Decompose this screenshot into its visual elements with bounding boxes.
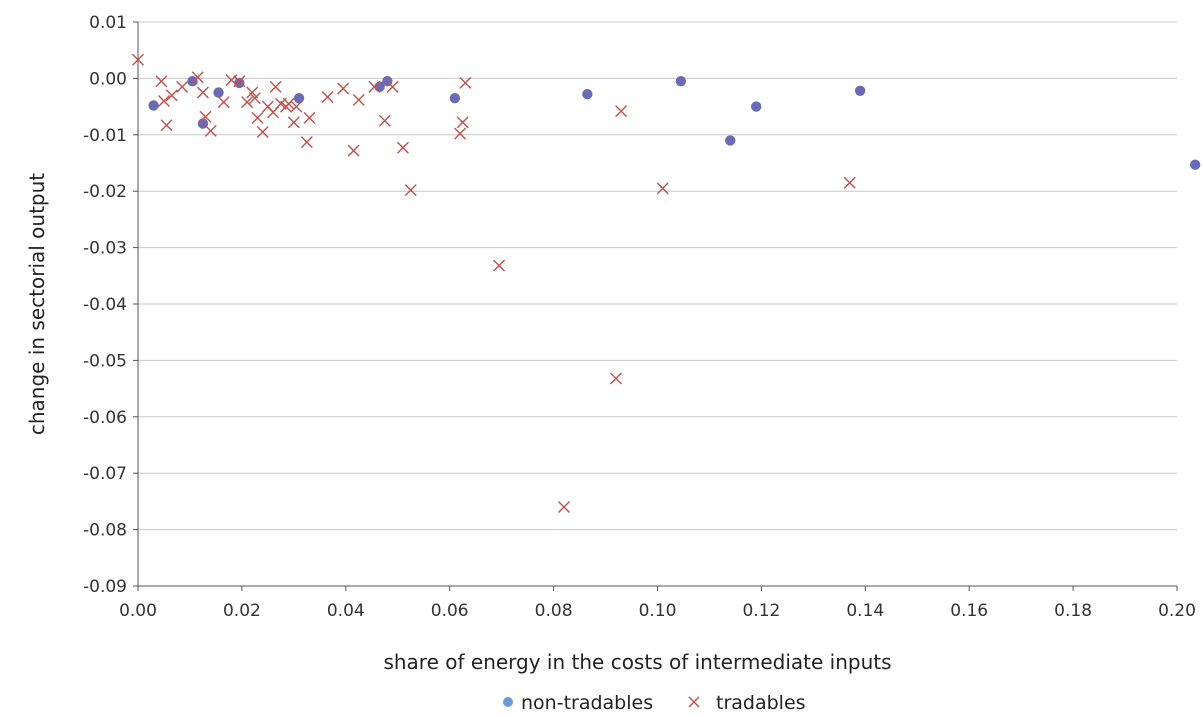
- point-non-tradables: [675, 76, 687, 87]
- legend-non-tradables-marker: [503, 697, 513, 707]
- point-tradables: [456, 116, 469, 129]
- point-tradables: [132, 53, 144, 66]
- y-tick-label: -0.05: [83, 351, 127, 371]
- point-non-tradables: [148, 100, 159, 111]
- point-non-tradables: [1189, 159, 1201, 170]
- point-non-tradables: [854, 85, 866, 97]
- y-tick-label: -0.03: [83, 239, 127, 259]
- y-tick-label: -0.09: [83, 577, 127, 597]
- point-non-tradables: [751, 101, 762, 112]
- y-tick-label: -0.07: [83, 464, 127, 484]
- point-tradables: [290, 100, 303, 113]
- gridlines: [138, 21, 1177, 531]
- point-tradables: [155, 75, 168, 88]
- point-tradables: [160, 119, 173, 132]
- point-non-tradables: [187, 76, 198, 87]
- point-tradables: [459, 76, 472, 89]
- point-tradables: [269, 80, 282, 93]
- point-tradables: [303, 111, 316, 124]
- point-tradables: [843, 176, 856, 189]
- point-tradables: [157, 94, 170, 107]
- point-non-tradables: [449, 92, 461, 104]
- y-tick-label: 0.00: [89, 69, 127, 89]
- point-tradables: [191, 71, 204, 84]
- legend-tradables-label: tradables: [716, 692, 806, 714]
- x-tick-label: 0.08: [535, 601, 573, 621]
- y-tick-label: -0.04: [83, 295, 127, 315]
- legend-tradables-marker: [688, 696, 700, 708]
- point-tradables: [347, 144, 360, 157]
- point-tradables: [256, 125, 269, 138]
- point-tradables: [282, 97, 295, 110]
- x-tick-label: 0.20: [1158, 601, 1196, 621]
- y-tick-label: -0.01: [83, 126, 127, 146]
- point-tradables: [352, 93, 365, 106]
- x-tick-label: 0.18: [1054, 601, 1092, 621]
- point-tradables: [378, 114, 391, 127]
- x-tick-label: 0.04: [327, 601, 365, 621]
- x-tick-label: 0.12: [742, 601, 780, 621]
- point-tradables: [300, 136, 313, 149]
- point-tradables: [204, 124, 217, 137]
- x-tick-label: 0.02: [223, 601, 261, 621]
- data-points: [132, 53, 1201, 514]
- y-tick-label: 0.01: [89, 13, 127, 33]
- point-tradables: [248, 92, 261, 105]
- point-tradables: [287, 116, 300, 129]
- y-tick-label: -0.06: [83, 408, 127, 428]
- point-tradables: [609, 372, 622, 385]
- point-tradables: [656, 182, 669, 195]
- x-tick-label: 0.06: [431, 601, 469, 621]
- y-axis-title: change in sectorial output: [25, 173, 49, 435]
- x-tick-label: 0.10: [639, 601, 677, 621]
- point-non-tradables: [582, 88, 593, 100]
- x-tick-label: 0.16: [950, 601, 988, 621]
- point-tradables: [368, 80, 381, 93]
- legend-non-tradables-label: non-tradables: [521, 692, 653, 714]
- y-tick-label: -0.02: [83, 182, 127, 202]
- legend: non-tradables tradables: [503, 692, 806, 714]
- point-tradables: [251, 111, 264, 124]
- axes: [133, 21, 1178, 591]
- point-tradables: [233, 75, 246, 88]
- point-tradables: [337, 82, 350, 95]
- point-tradables: [404, 184, 417, 197]
- point-tradables: [557, 501, 570, 514]
- x-tick-label: 0.00: [119, 601, 157, 621]
- point-non-tradables: [234, 77, 245, 89]
- point-tradables: [396, 141, 409, 154]
- point-non-tradables: [725, 135, 736, 146]
- point-non-tradables: [293, 92, 305, 104]
- point-tradables: [241, 96, 254, 109]
- point-tradables: [196, 86, 209, 99]
- point-tradables: [176, 80, 189, 93]
- x-tick-label: 0.14: [846, 601, 884, 621]
- point-tradables: [493, 259, 506, 272]
- point-tradables: [199, 110, 212, 123]
- point-non-tradables: [213, 87, 224, 98]
- point-tradables: [615, 105, 628, 118]
- y-tick-label: -0.08: [83, 521, 127, 541]
- point-tradables: [217, 96, 230, 109]
- point-tradables: [165, 89, 178, 102]
- x-axis-title: share of energy in the costs of intermed…: [383, 650, 891, 674]
- point-tradables: [454, 127, 467, 140]
- point-tradables: [321, 91, 334, 104]
- point-tradables: [386, 80, 399, 93]
- tick-labels: 0.01 0.00 -0.01 -0.02 -0.03 -0.04 -0.05 -0.06 -0…: [83, 13, 1196, 621]
